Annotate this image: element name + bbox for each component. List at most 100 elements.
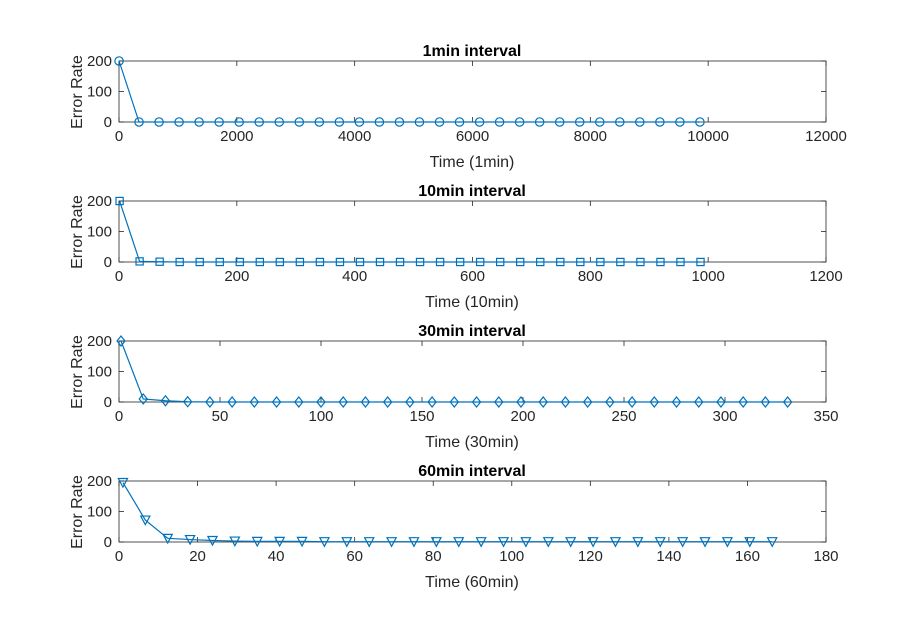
y-tick-label: 0	[104, 394, 112, 411]
data-point	[314, 117, 325, 127]
subplot-title: 30min interval	[418, 323, 526, 340]
x-tick-label: 2000	[220, 128, 253, 145]
x-tick-label: 800	[578, 268, 603, 285]
subplot-10min: 10min interval Time (10min) Error Rate 0…	[69, 183, 843, 311]
plot-area: 0 200 400 600 800 1000 1200 0 100 200	[87, 193, 843, 285]
data-point	[249, 396, 260, 408]
x-tick-label: 300	[712, 408, 737, 425]
x-tick-label: 350	[813, 408, 838, 425]
data-point	[408, 537, 420, 548]
x-axis-label: Time (60min)	[425, 574, 519, 591]
x-tick-label: 4000	[338, 128, 371, 145]
x-tick-label: 1200	[809, 268, 842, 285]
data-point	[205, 396, 215, 408]
data-point	[354, 117, 365, 127]
data-point	[160, 394, 171, 407]
data-point	[115, 196, 124, 206]
data-point	[582, 396, 593, 408]
x-tick-label: 250	[611, 408, 636, 425]
data-point	[616, 257, 625, 267]
data-point	[274, 536, 286, 548]
x-tick-label: 400	[342, 268, 367, 285]
data-point	[382, 396, 393, 408]
y-tick-label: 200	[87, 473, 112, 490]
data-point	[405, 396, 415, 408]
y-tick-label: 0	[104, 534, 112, 551]
y-axis-label: Error Rate	[69, 195, 86, 269]
data-point	[430, 537, 442, 548]
data-point	[594, 117, 605, 127]
subplot-title: 1min interval	[423, 43, 522, 60]
data-point	[318, 537, 331, 548]
data-point	[315, 257, 325, 267]
subplot-title: 60min interval	[418, 463, 526, 480]
x-tick-label: 600	[460, 268, 485, 285]
subplot-30min: 30min interval Time (30min) Error Rate 0…	[69, 323, 839, 451]
data-point	[182, 395, 193, 408]
data-point	[335, 257, 345, 267]
data-point	[766, 537, 778, 548]
data-point	[117, 477, 129, 489]
x-tick-label: 1000	[691, 268, 724, 285]
data-point	[154, 117, 164, 127]
data-point	[495, 257, 505, 267]
data-point	[341, 537, 353, 548]
x-tick-label: 150	[409, 408, 434, 425]
axes-frame	[118, 60, 827, 123]
series-line	[120, 340, 788, 403]
x-tick-label: 200	[510, 408, 535, 425]
data-point	[363, 537, 375, 548]
x-tick-label: 0	[115, 268, 123, 285]
data-point	[355, 257, 365, 267]
data-point	[184, 534, 196, 546]
data-point	[471, 396, 482, 408]
data-point	[139, 515, 151, 526]
y-tick-label: 100	[87, 504, 112, 521]
data-point	[116, 335, 126, 347]
series-line	[119, 200, 701, 263]
data-point	[206, 535, 219, 547]
data-point	[520, 537, 532, 548]
data-point	[174, 117, 184, 127]
data-point	[716, 396, 726, 408]
subplot-60min: 60min interval Time (60min) Error Rate 0…	[69, 463, 839, 591]
data-point	[316, 396, 326, 408]
data-point	[677, 537, 689, 548]
data-point	[538, 396, 548, 408]
data-point	[334, 117, 345, 127]
data-point	[627, 396, 637, 408]
x-tick-label: 20	[189, 548, 206, 565]
x-tick-label: 8000	[574, 128, 607, 145]
y-axis-label: Error Rate	[69, 475, 86, 549]
data-point	[394, 117, 405, 127]
data-point	[395, 257, 405, 267]
data-point	[338, 396, 348, 408]
x-tick-label: 100	[308, 408, 333, 425]
data-point	[534, 117, 545, 127]
x-tick-label: 50	[212, 408, 229, 425]
data-point	[675, 117, 685, 127]
data-point	[760, 396, 771, 408]
data-point	[449, 396, 460, 408]
data-point	[605, 396, 615, 408]
data-point	[699, 537, 711, 548]
data-point	[614, 117, 625, 127]
data-point	[493, 396, 504, 408]
data-point	[385, 537, 398, 548]
y-tick-label: 0	[104, 114, 112, 131]
data-point	[738, 396, 748, 408]
x-tick-label: 160	[735, 548, 760, 565]
data-point	[560, 396, 571, 408]
data-point	[155, 257, 164, 266]
x-tick-label: 10000	[687, 128, 729, 145]
x-tick-label: 60	[346, 548, 363, 565]
x-tick-label: 180	[813, 548, 838, 565]
axes-frame	[118, 200, 827, 263]
data-point	[596, 257, 605, 267]
y-tick-label: 100	[87, 224, 112, 241]
x-axis-label: Time (1min)	[430, 154, 515, 171]
data-point	[494, 117, 505, 127]
data-point	[454, 117, 465, 127]
